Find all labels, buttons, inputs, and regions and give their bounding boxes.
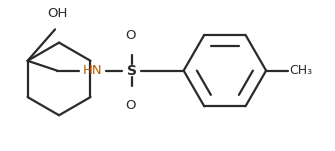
Text: HN: HN: [82, 64, 102, 77]
Text: O: O: [125, 99, 136, 112]
Text: OH: OH: [47, 6, 67, 19]
Text: CH₃: CH₃: [290, 64, 313, 77]
Text: O: O: [125, 29, 136, 42]
Text: S: S: [127, 64, 137, 78]
